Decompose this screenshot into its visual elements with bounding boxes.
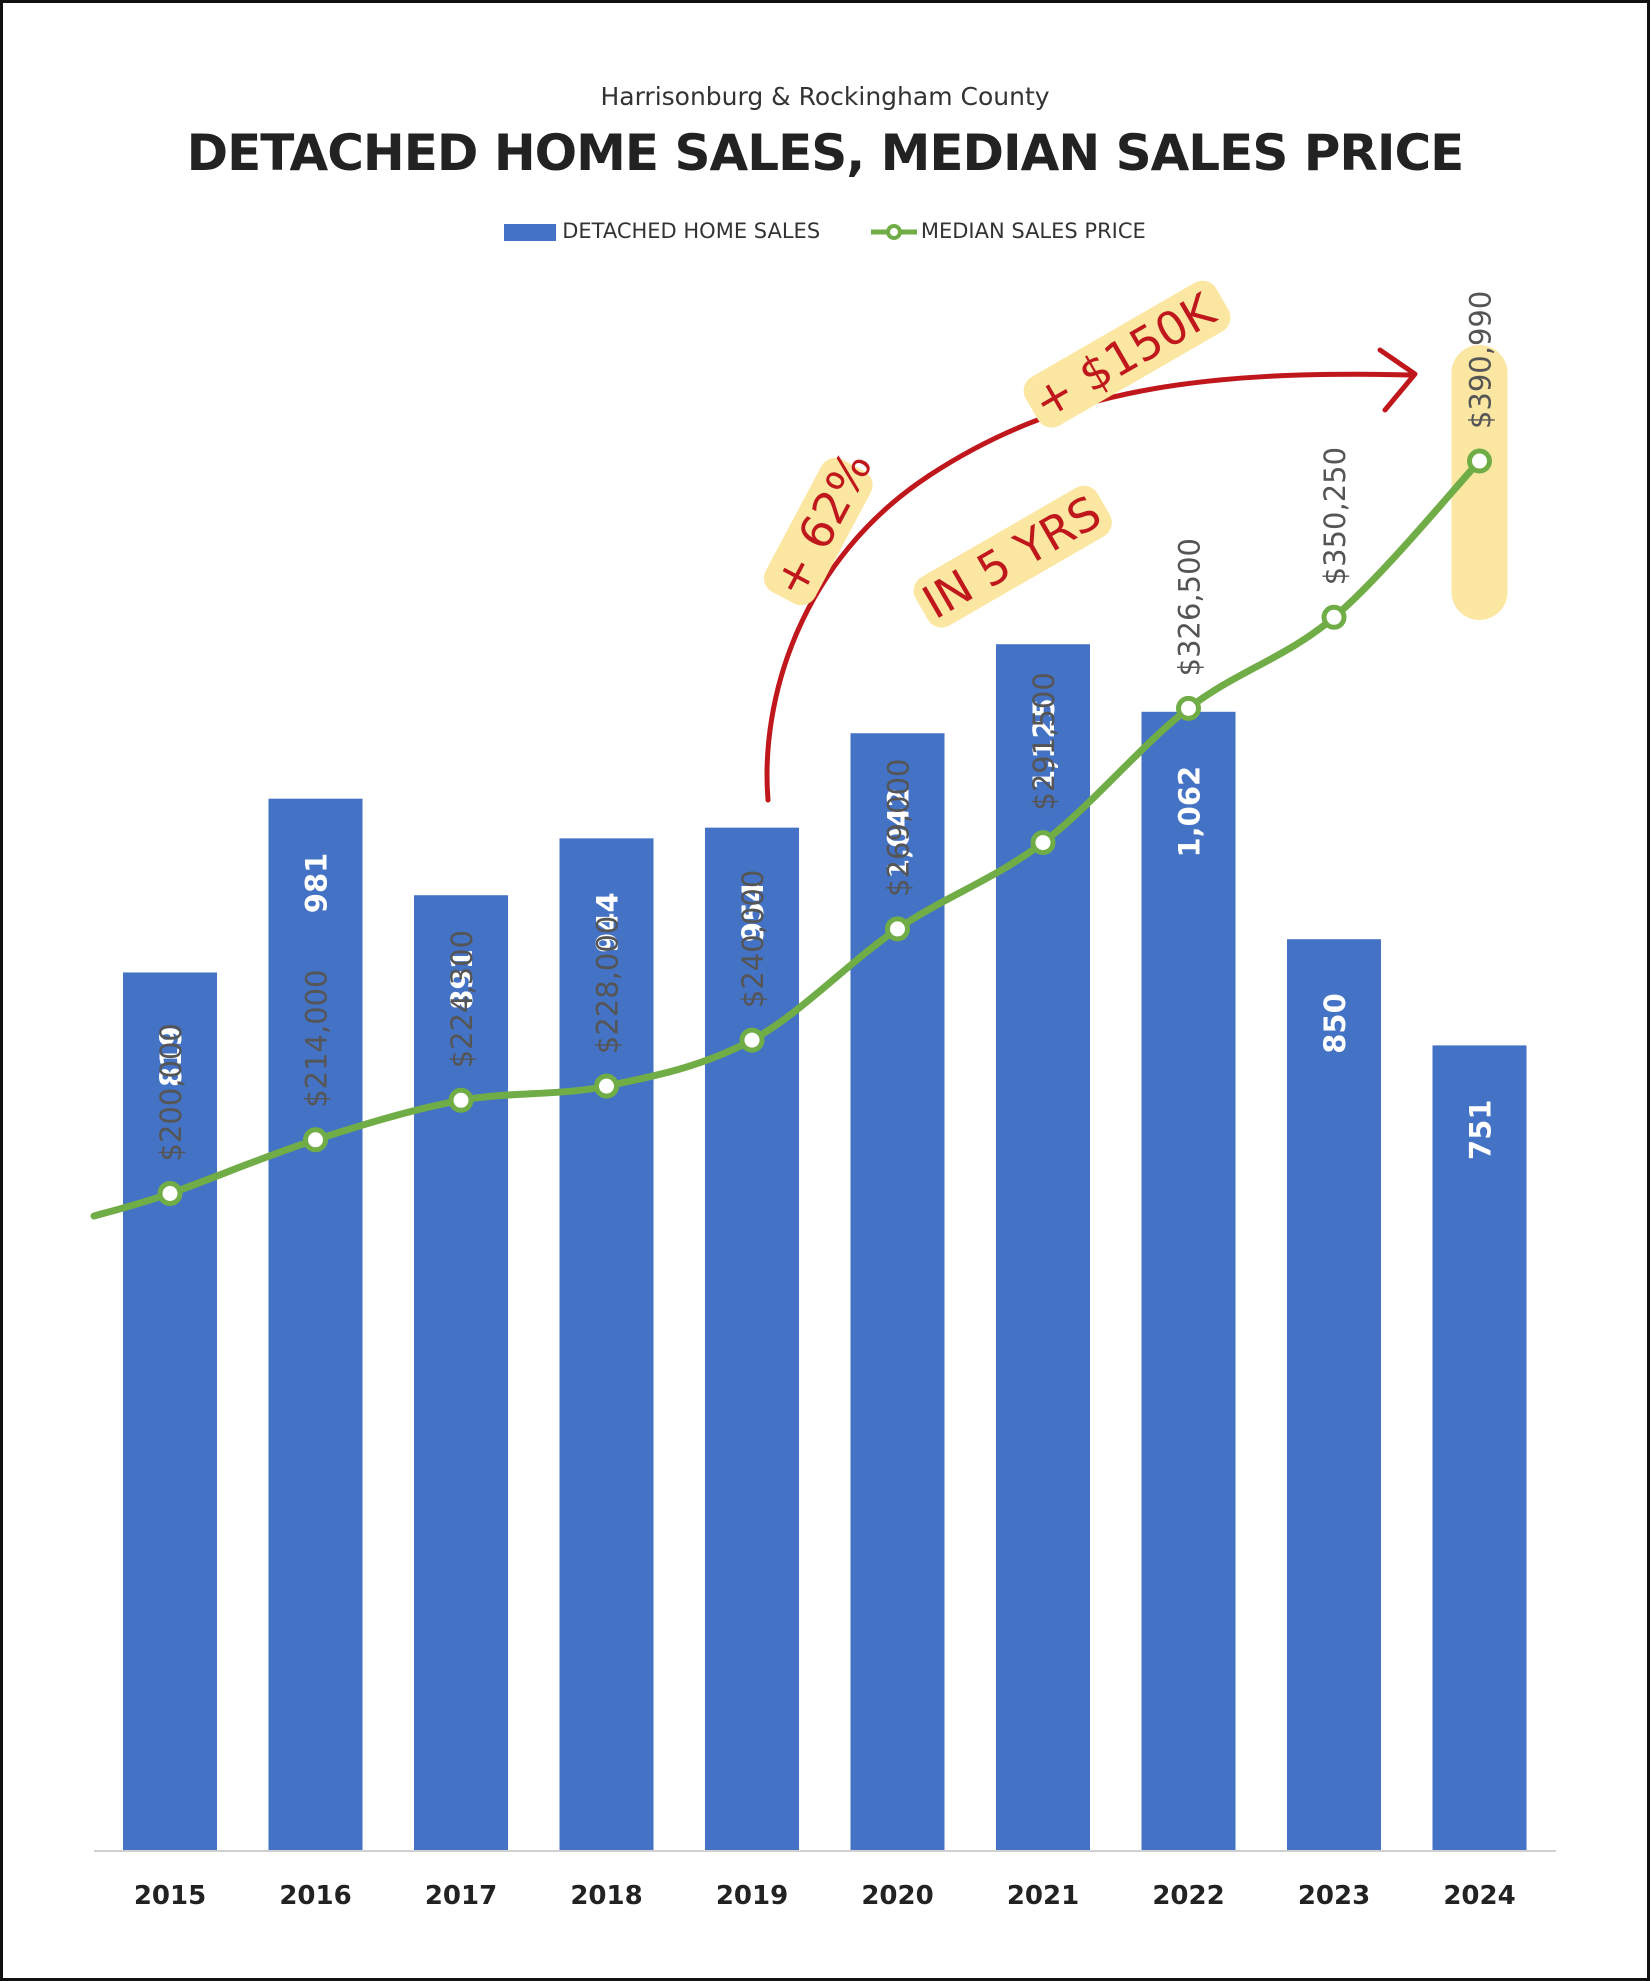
bar-2018: [559, 838, 654, 1851]
bar-2022: [1141, 711, 1236, 1851]
price-marker-2015: [157, 1181, 183, 1206]
legend-item-median-price: MEDIAN SALES PRICE: [870, 219, 1146, 243]
bar-2019: [705, 827, 799, 1851]
bar-label-2023: 850: [1318, 993, 1352, 1054]
price-marker-2016: [303, 1127, 328, 1153]
price-marker-2019: [739, 1027, 765, 1053]
price-marker-2021: [1030, 830, 1056, 856]
annotation-3: IN 5 YRS: [913, 485, 1112, 630]
bar-label-2024: 751: [1464, 1099, 1498, 1160]
bar-label-2021: 1,125: [1027, 698, 1061, 790]
annotation-highlight: [1023, 280, 1231, 428]
x-tick-2021: 2021: [1007, 1881, 1079, 1911]
price-label-2023: $350,250: [1318, 447, 1352, 585]
chart-legend: DETACHED HOME SALES MEDIAN SALES PRICE: [0, 218, 1650, 243]
annotation-text: + 62%: [762, 443, 883, 606]
bar-label-2020: 1,042: [882, 787, 916, 879]
bar-2016: [268, 798, 363, 1851]
bar-label-2019: 954: [736, 882, 770, 943]
x-tick-2023: 2023: [1298, 1881, 1370, 1911]
x-tick-2015: 2015: [134, 1881, 206, 1911]
price-label-2019: $240,000: [736, 870, 770, 1008]
x-tick-2019: 2019: [716, 1881, 788, 1911]
x-tick-2018: 2018: [570, 1881, 642, 1911]
price-marker-2017: [448, 1087, 474, 1113]
bar-label-2022: 1,062: [1173, 766, 1207, 858]
price-marker-2023: [1321, 604, 1347, 630]
highlight-2024: [1451, 345, 1508, 620]
price-label-2015: $200,000: [154, 1023, 188, 1161]
annotation-arrow: [764, 371, 1413, 803]
legend-swatch-line: [870, 224, 917, 240]
annotation-2: + $150K: [1023, 280, 1231, 430]
x-tick-2016: 2016: [279, 1881, 351, 1911]
legend-label-home-sales: DETACHED HOME SALES: [562, 219, 821, 243]
price-label-2018: $228,000: [591, 916, 625, 1054]
chart-subtitle: Harrisonburg & Rockingham County: [600, 82, 1050, 111]
price-label-2017: $224,300: [445, 930, 479, 1068]
annotation-highlight: [763, 457, 873, 606]
x-tick-2022: 2022: [1152, 1881, 1224, 1911]
bar-2024: [1432, 1045, 1527, 1851]
bar-2020: [850, 733, 945, 1851]
bar-label-2018: 944: [591, 892, 625, 953]
price-label-2020: $269,000: [882, 759, 916, 897]
x-tick-2024: 2024: [1443, 1881, 1515, 1911]
x-tick-2020: 2020: [861, 1881, 933, 1911]
x-tick-2017: 2017: [425, 1881, 497, 1911]
annotation-text: IN 5 YRS: [914, 485, 1111, 630]
bar-2023: [1287, 939, 1381, 1851]
annotation-highlight: [913, 485, 1112, 628]
bar-2015: [123, 972, 217, 1851]
price-label-2016: $214,000: [300, 969, 334, 1107]
price-label-2021: $291,500: [1027, 672, 1061, 810]
bar-label-2017: 891: [445, 949, 479, 1010]
bar-label-2016: 981: [300, 853, 334, 914]
legend-label-median-price: MEDIAN SALES PRICE: [920, 219, 1146, 243]
price-marker-2024: [1467, 448, 1492, 474]
annotation-arrowhead: [1377, 347, 1418, 413]
legend-item-home-sales: DETACHED HOME SALES: [504, 219, 820, 243]
chart-title: DETACHED HOME SALES, MEDIAN SALES PRICE: [186, 124, 1465, 182]
legend-swatch-bar: [504, 223, 557, 241]
price-label-2022: $326,500: [1173, 538, 1207, 676]
bar-2017: [414, 895, 508, 1851]
price-label-2024: $390,990: [1464, 291, 1498, 429]
bar-label-2015: 819: [154, 1026, 188, 1087]
bar-2021: [996, 644, 1090, 1851]
annotation-text: + $150K: [1024, 282, 1226, 430]
price-marker-2018: [594, 1073, 619, 1099]
price-marker-2020: [885, 916, 910, 942]
price-marker-2022: [1176, 695, 1201, 721]
